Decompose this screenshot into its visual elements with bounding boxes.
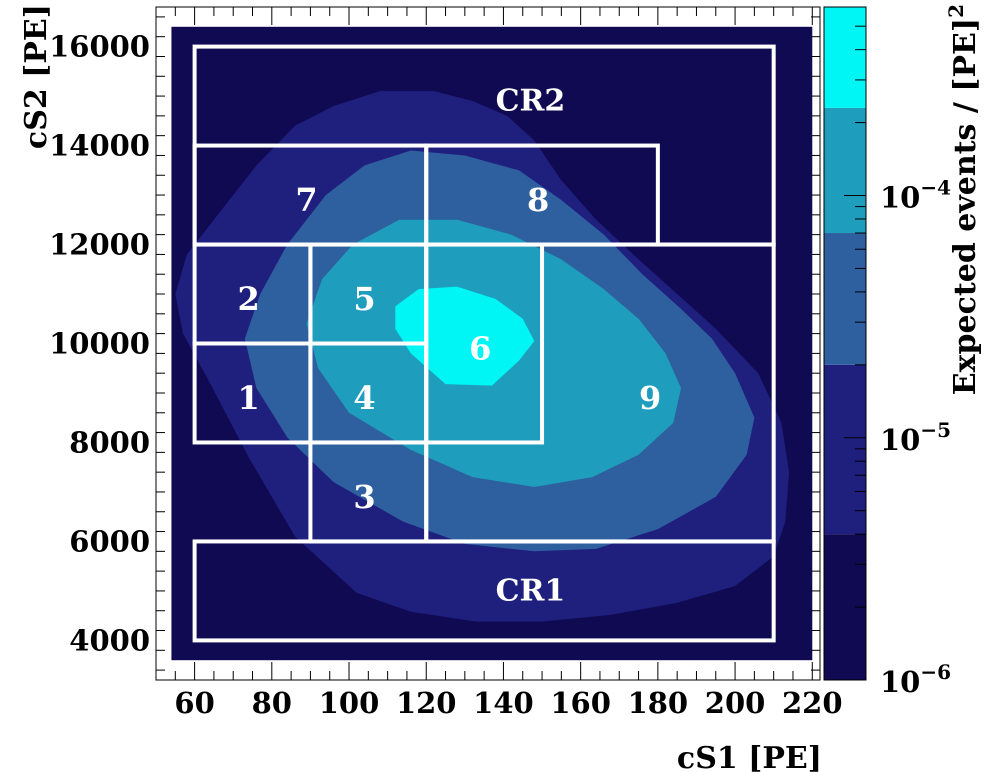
y-tick-label: 6000	[69, 524, 150, 558]
region-label-cr1: CR1	[496, 573, 566, 608]
colorbar-tick-label: 10−6	[880, 660, 951, 699]
x-axis-label: cS1 [PE]	[677, 741, 822, 772]
region-label-5: 5	[353, 280, 375, 318]
region-label-7: 7	[295, 181, 317, 219]
x-tick-label: 80	[252, 686, 292, 720]
colorbar-label-exponent: 2	[944, 4, 968, 18]
y-tick-label: 10000	[49, 327, 150, 361]
colorbar-band-3	[824, 233, 866, 365]
x-tick-label: 200	[705, 686, 766, 720]
x-tick-label: 140	[473, 686, 534, 720]
x-tick-label: 220	[782, 686, 843, 720]
region-label-2: 2	[238, 280, 260, 318]
colorbar-label: Expected events / [PE]2	[944, 4, 983, 395]
region-box-9	[424, 242, 776, 544]
region-label-4: 4	[353, 379, 375, 417]
region-label-8: 8	[527, 181, 549, 219]
y-tick-label: 16000	[49, 30, 150, 64]
colorbar-band-4	[824, 107, 866, 234]
x-tick-label: 60	[174, 686, 214, 720]
region-label-cr2: CR2	[496, 84, 566, 119]
region-label-3: 3	[353, 478, 375, 516]
region-label-9: 9	[639, 379, 661, 417]
x-tick-label: 100	[319, 686, 380, 720]
contour-level-4	[395, 286, 535, 386]
plot-frame	[155, 6, 821, 681]
y-tick-label: 12000	[49, 228, 150, 262]
x-tick-label: 120	[396, 686, 457, 720]
colorbar-tick-label: 10−4	[880, 176, 951, 215]
y-tick-label: 8000	[69, 425, 150, 459]
colorbar-band-5	[824, 7, 866, 108]
y-tick-label: 14000	[49, 129, 150, 163]
y-tick-label: 4000	[69, 623, 150, 657]
x-tick-label: 180	[628, 686, 689, 720]
colorbar-tick-label: 10−5	[880, 418, 951, 457]
plot-frame-layer: 60 80 100 120 140 160 180 200 220 4000 6000 8000 100…	[49, 6, 843, 720]
plot-data-layer: CR2 CR1 1 2 3 4 5 6 7 8 9	[171, 26, 813, 661]
y-axis-label: cS2 [PE]	[19, 4, 54, 149]
colorbar: 10−4 10−5 10−6	[823, 6, 951, 699]
region-label-1: 1	[238, 379, 260, 417]
x-tick-label: 160	[550, 686, 611, 720]
region-label-6: 6	[469, 329, 491, 367]
colorbar-label-main: Expected events / [PE]	[948, 18, 983, 395]
colorbar-band-2	[824, 364, 866, 535]
